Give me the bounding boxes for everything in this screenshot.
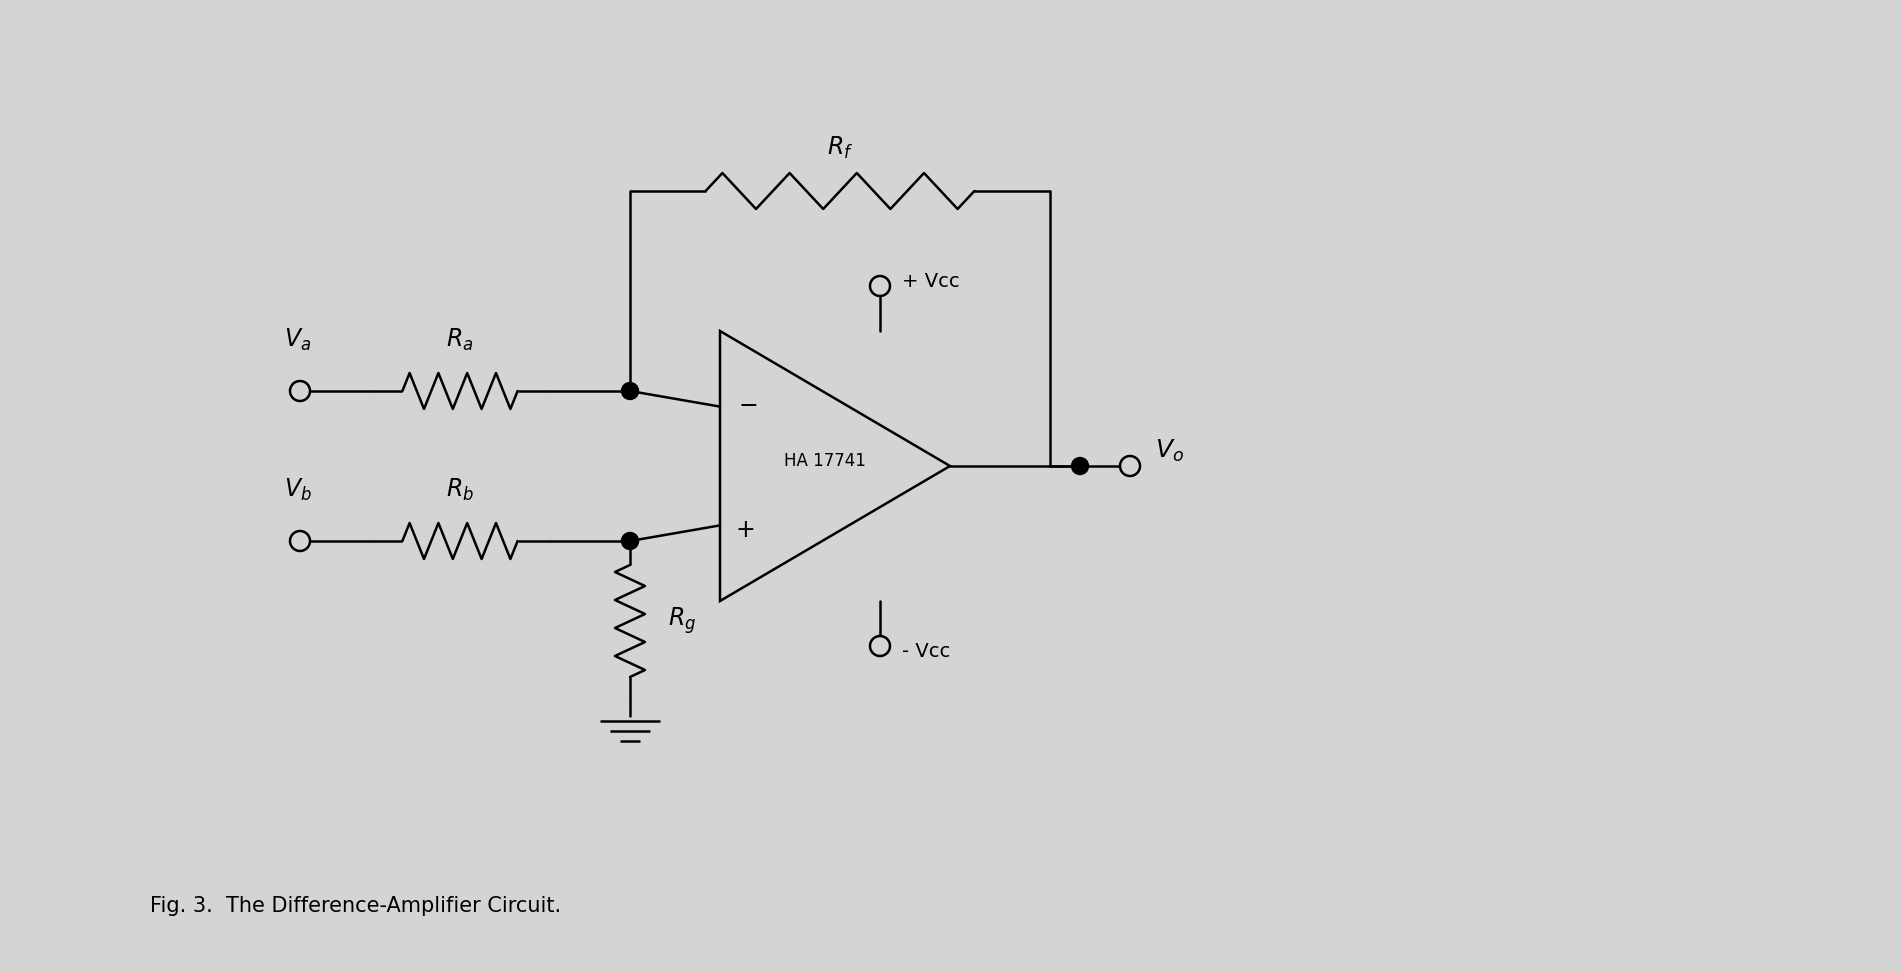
Text: HA 17741: HA 17741 [783,452,867,470]
Circle shape [622,383,639,399]
Text: + Vcc: + Vcc [901,272,960,290]
Text: $+$: $+$ [736,519,755,543]
Circle shape [871,636,890,656]
Text: $R_b$: $R_b$ [447,477,473,503]
Text: $R_f$: $R_f$ [827,135,854,161]
Text: $R_a$: $R_a$ [447,327,473,353]
Text: $-$: $-$ [738,391,758,416]
Text: $V_a$: $V_a$ [285,327,312,353]
Text: $V_o$: $V_o$ [1156,438,1184,464]
Text: $V_b$: $V_b$ [283,477,312,503]
Text: $R_g$: $R_g$ [667,606,696,636]
Circle shape [1120,456,1141,476]
Circle shape [291,381,310,401]
Text: - Vcc: - Vcc [901,642,950,660]
Text: Fig. 3.  The Difference-Amplifier Circuit.: Fig. 3. The Difference-Amplifier Circuit… [150,896,561,916]
Circle shape [622,532,639,550]
Circle shape [871,276,890,296]
Circle shape [1072,457,1089,475]
Circle shape [291,531,310,551]
